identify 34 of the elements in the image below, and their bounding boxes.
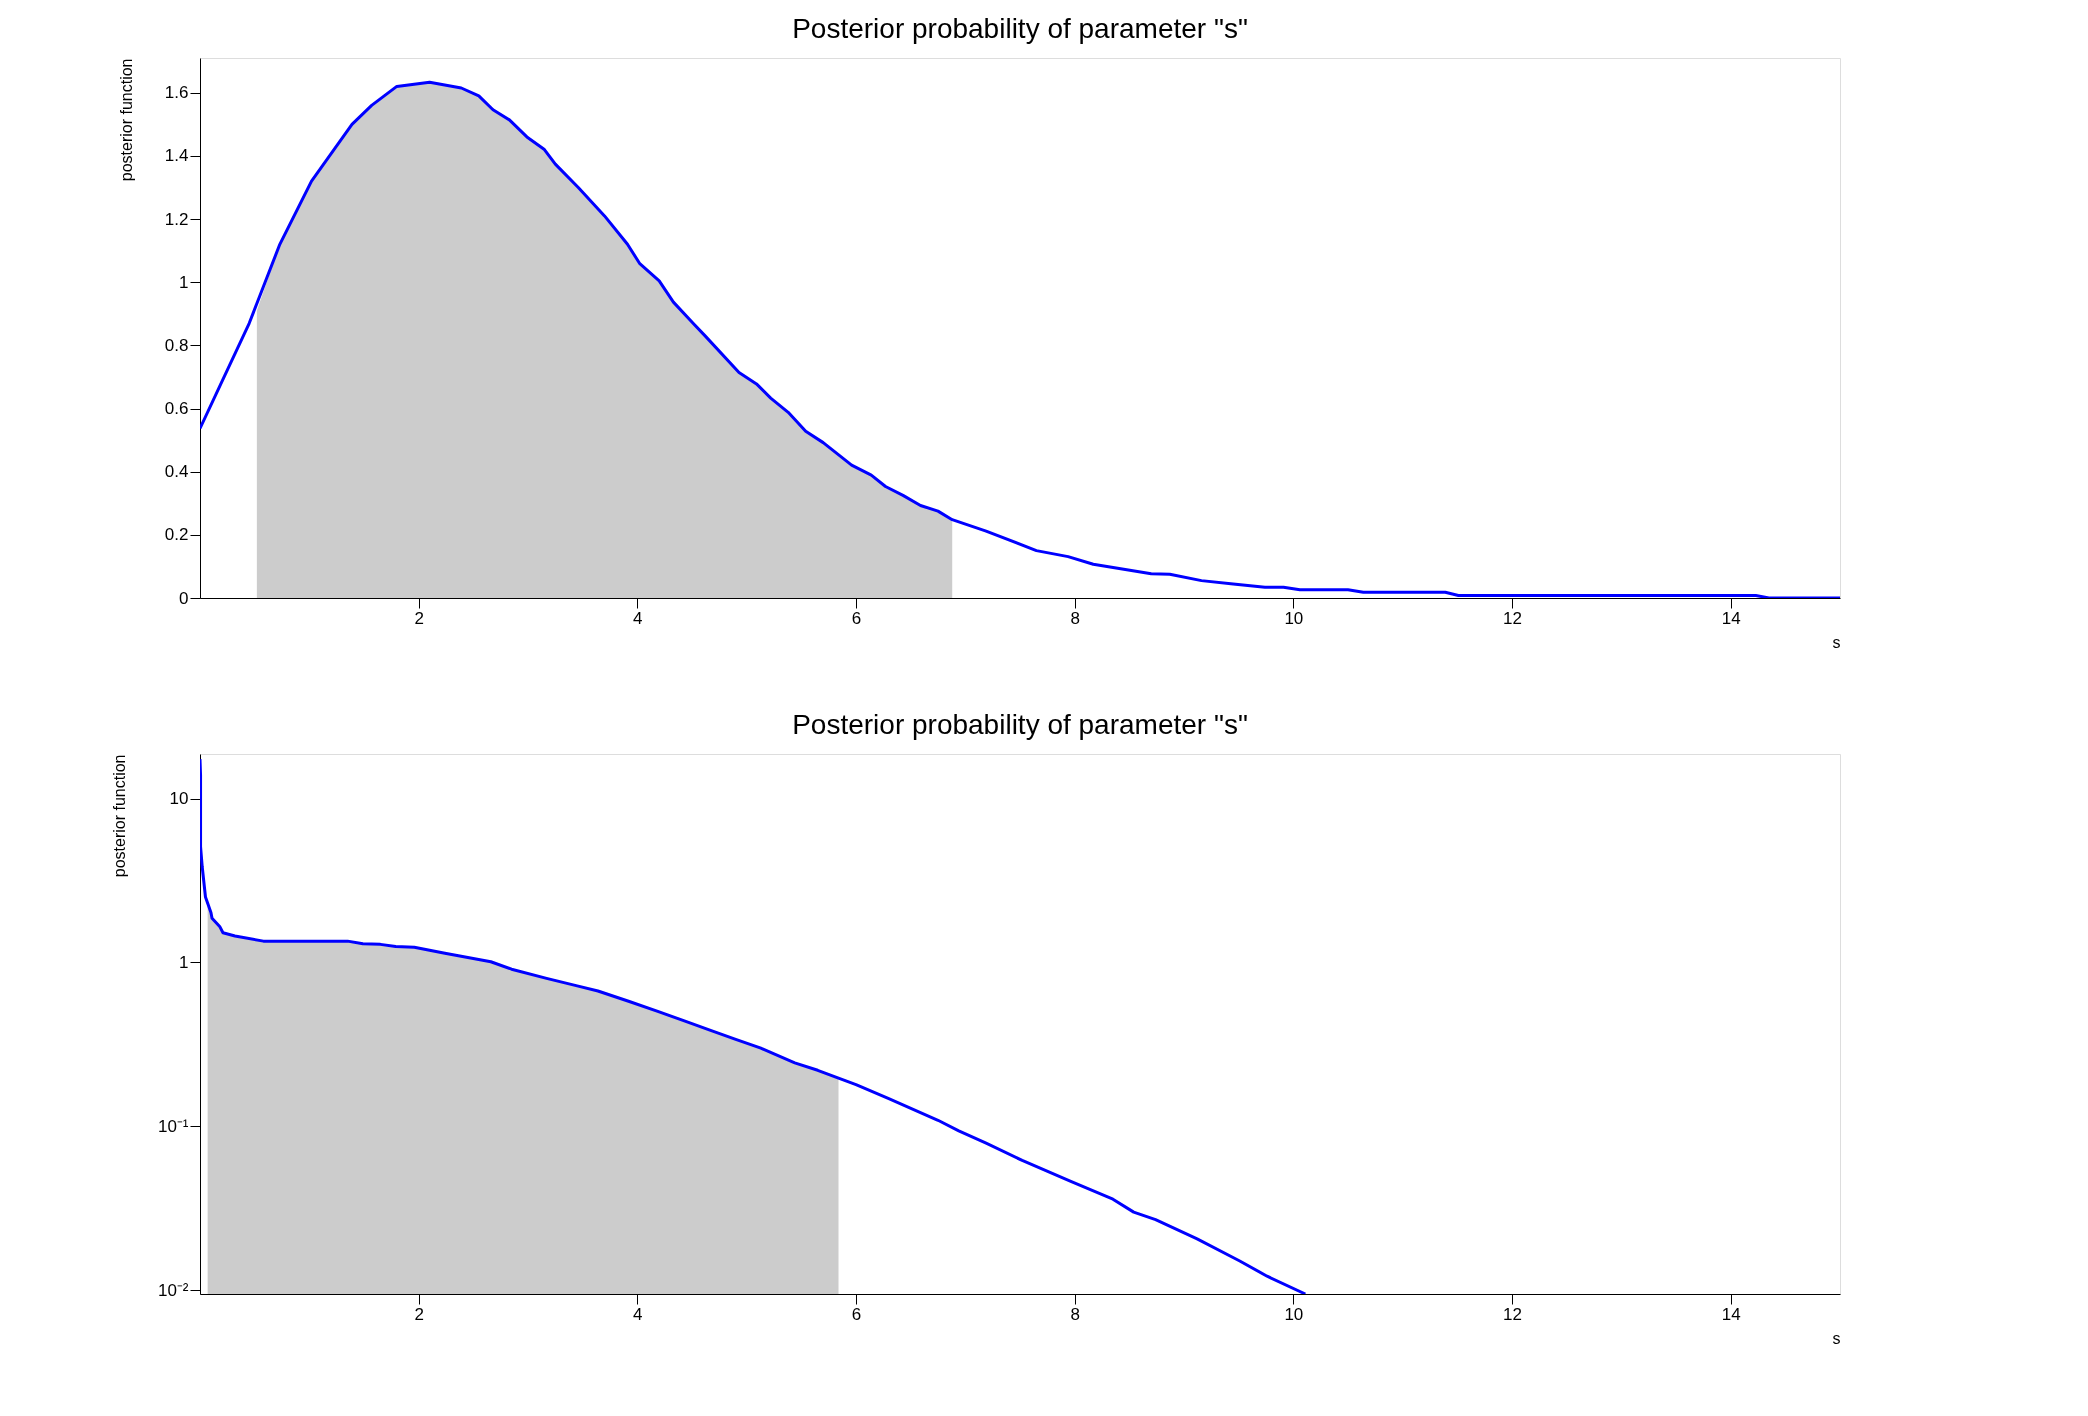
y-tick-label: 0.2 bbox=[164, 525, 189, 545]
x-tick-label: 10 bbox=[1284, 1304, 1304, 1324]
y-tick-label: 0.6 bbox=[164, 399, 189, 419]
x-tick-label: 14 bbox=[1721, 608, 1741, 628]
y-axis-title: posterior function bbox=[110, 754, 128, 878]
y-tick-label: 1.6 bbox=[164, 83, 189, 103]
x-tick-label: 2 bbox=[414, 1304, 424, 1324]
chart-title: Posterior probability of parameter "s" bbox=[792, 709, 1248, 740]
x-tick-label: 12 bbox=[1503, 1304, 1522, 1324]
y-tick-label: 0.8 bbox=[164, 335, 189, 355]
x-tick-label: 10 bbox=[1284, 608, 1304, 628]
y-tick-label: 1.4 bbox=[164, 146, 189, 166]
line-series bbox=[200, 757, 1307, 1294]
y-tick-label: 1 bbox=[179, 272, 189, 292]
x-axis-title: s bbox=[1832, 633, 1841, 651]
y-tick-label: 10⁻¹ bbox=[157, 1116, 189, 1136]
x-tick-label: 8 bbox=[1070, 1304, 1080, 1324]
y-tick-label: 10⁻² bbox=[157, 1280, 189, 1300]
y-tick-label: 1.2 bbox=[164, 209, 189, 229]
x-tick-label: 8 bbox=[1070, 608, 1080, 628]
y-tick-label: 0 bbox=[179, 588, 189, 608]
x-tick-label: 2 bbox=[414, 608, 424, 628]
x-tick-label: 4 bbox=[633, 1304, 643, 1324]
y-tick-label: 10 bbox=[169, 789, 189, 809]
x-tick-label: 6 bbox=[851, 608, 862, 628]
y-axis-title: posterior function bbox=[117, 58, 135, 182]
x-tick-label: 14 bbox=[1721, 1304, 1741, 1324]
y-tick-label: 0.4 bbox=[164, 462, 189, 482]
x-tick-label: 6 bbox=[851, 1304, 862, 1324]
y-tick-label: 1 bbox=[179, 952, 189, 972]
chart-title: Posterior probability of parameter "s" bbox=[792, 13, 1248, 44]
x-tick-label: 4 bbox=[633, 608, 643, 628]
x-axis-title: s bbox=[1832, 1329, 1841, 1347]
x-tick-label: 12 bbox=[1503, 608, 1522, 628]
